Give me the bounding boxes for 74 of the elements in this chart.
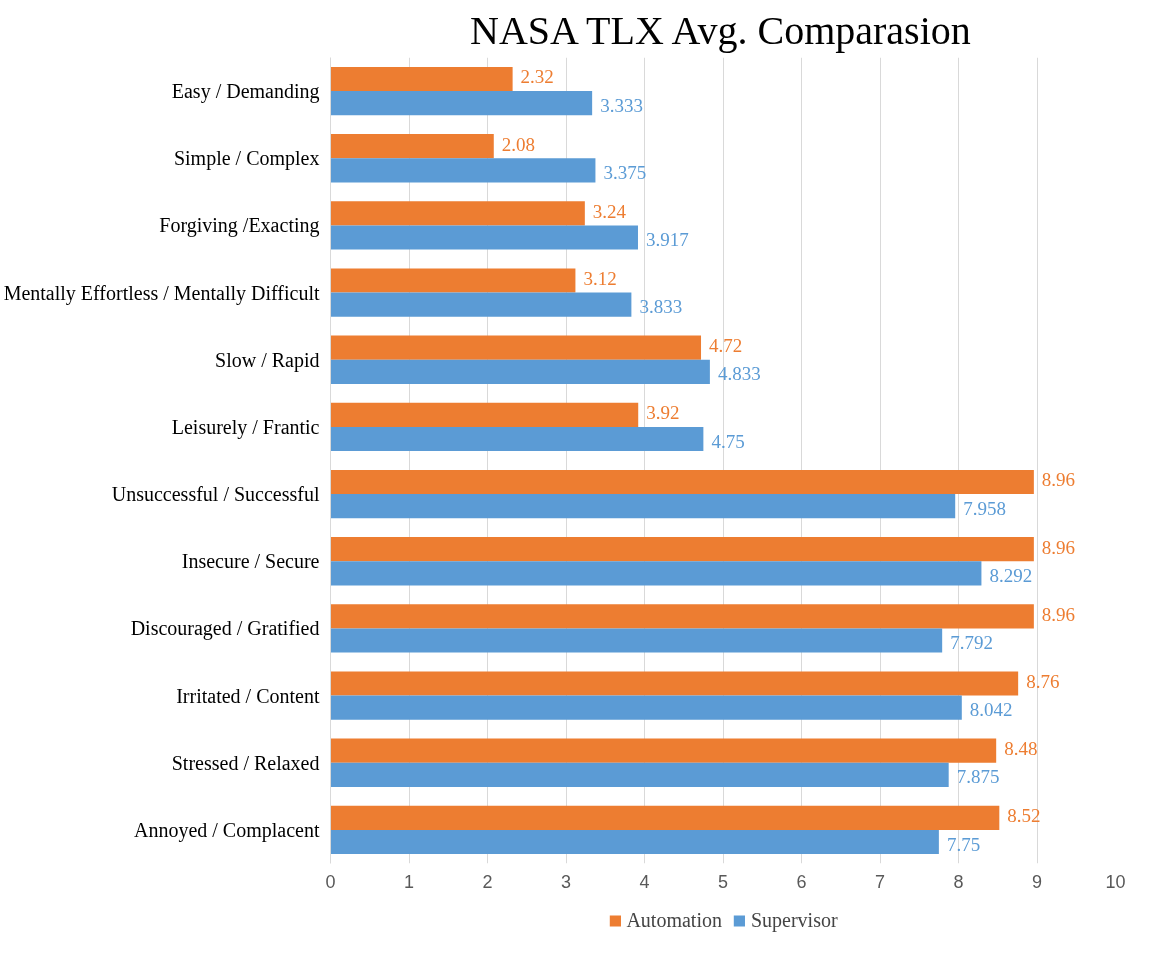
x-tick-label: 4	[639, 871, 650, 892]
data-label: 3.375	[603, 161, 647, 183]
data-label: 4.833	[717, 363, 761, 385]
data-label: 3.12	[583, 267, 617, 289]
bar	[330, 604, 1034, 629]
data-label: 2.08	[501, 133, 536, 155]
data-label: 4.72	[709, 335, 743, 357]
x-tick-label: 10	[1105, 871, 1126, 892]
x-tick-label: 6	[796, 871, 807, 892]
data-label: 8.52	[1007, 805, 1041, 827]
bar	[330, 561, 982, 586]
x-tick-label: 9	[1031, 871, 1043, 892]
y-tick-label: Forgiving /Exacting	[159, 214, 320, 238]
data-label: 7.75	[946, 833, 981, 855]
bar	[330, 158, 596, 183]
data-label: 3.333	[600, 94, 643, 116]
bar	[330, 494, 956, 519]
bar	[330, 91, 593, 116]
data-label: 8.76	[1026, 670, 1060, 692]
data-label: 8.042	[969, 699, 1013, 721]
y-tick-label: Slow / Rapid	[215, 348, 320, 372]
x-tick-label: 2	[482, 871, 493, 892]
data-label: 8.96	[1041, 469, 1076, 491]
bar	[330, 469, 1034, 495]
y-tick-label: Insecure / Secure	[181, 550, 320, 573]
bar	[330, 292, 632, 317]
bar	[330, 225, 638, 250]
data-label: 8.292	[989, 564, 1033, 586]
y-tick-label: Easy / Demanding	[171, 80, 320, 104]
x-tick-label: 1	[403, 871, 415, 892]
bar	[330, 134, 494, 159]
y-tick-label: Stressed / Relaxed	[171, 751, 320, 774]
legend-label: Supervisor	[750, 908, 838, 932]
bar	[330, 402, 639, 427]
bar	[330, 738, 997, 763]
y-tick-label: Discouraged / Gratified	[130, 617, 320, 641]
bar	[330, 671, 1019, 696]
data-label: 8.48	[1004, 738, 1038, 760]
bar	[330, 537, 1034, 562]
x-tick-label: 7	[874, 871, 886, 892]
data-label: 7.792	[950, 632, 993, 654]
data-label: 4.75	[711, 430, 745, 452]
chart-title: NASA TLX Avg. Comparasion	[470, 7, 971, 53]
data-label: 3.917	[645, 229, 689, 251]
x-tick-label: 8	[953, 871, 964, 892]
bar	[330, 829, 939, 855]
bar	[330, 66, 513, 92]
bar	[330, 201, 585, 226]
y-tick-label: Irritated / Content	[176, 684, 320, 707]
data-label: 8.96	[1041, 536, 1076, 558]
data-label: 3.24	[592, 200, 627, 222]
data-label: 8.96	[1041, 603, 1076, 625]
bar	[330, 359, 710, 384]
bar	[330, 628, 943, 653]
y-tick-label: Annoyed / Complacent	[133, 818, 320, 842]
bar	[330, 762, 949, 787]
data-label: 7.958	[963, 497, 1006, 519]
y-tick-label: Unsuccessful / Successful	[111, 483, 320, 506]
x-tick-label: 0	[325, 871, 336, 892]
bar	[330, 268, 576, 293]
legend-label: Automation	[626, 908, 722, 932]
bar	[330, 695, 962, 720]
bar	[330, 805, 1000, 830]
data-label: 3.833	[639, 296, 683, 318]
bar	[330, 335, 702, 360]
y-tick-label: Simple / Complex	[173, 147, 320, 171]
data-label: 2.32	[520, 66, 554, 88]
data-label: 3.92	[646, 402, 680, 424]
y-tick-label: Mentally Effortless / Mentally Difficult	[3, 281, 320, 305]
x-tick-label: 3	[560, 871, 572, 892]
y-tick-label: Leisurely / Frantic	[171, 415, 320, 439]
x-tick-label: 5	[717, 871, 729, 892]
data-label: 7.875	[956, 766, 1000, 788]
bar	[330, 426, 704, 452]
